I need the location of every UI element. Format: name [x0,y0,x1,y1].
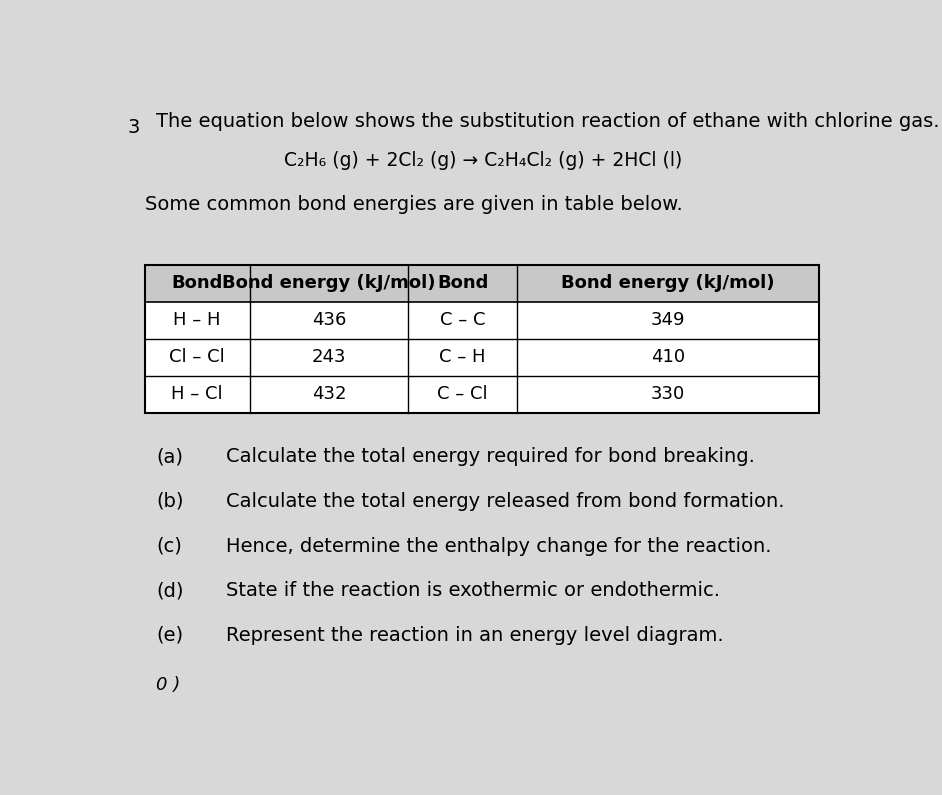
Text: C – Cl: C – Cl [437,385,488,403]
Text: Cl – Cl: Cl – Cl [170,348,225,366]
Text: 436: 436 [312,311,346,329]
Text: C – H: C – H [439,348,486,366]
Text: 432: 432 [312,385,347,403]
Text: 3: 3 [127,118,139,138]
Text: (d): (d) [156,581,184,600]
Text: 0 ): 0 ) [156,677,181,695]
Text: Bond: Bond [437,274,488,293]
Bar [409,265,820,413]
Text: 243: 243 [312,348,347,366]
Bar [145,265,820,302]
Text: (e): (e) [156,626,184,645]
Text: Bond: Bond [171,274,223,293]
Text: C₂H₆ (g) + 2Cl₂ (g) → C₂H₄Cl₂ (g) + 2HCl (l): C₂H₆ (g) + 2Cl₂ (g) → C₂H₄Cl₂ (g) + 2HCl… [284,151,682,170]
Text: H – Cl: H – Cl [171,385,223,403]
Bar [145,265,409,413]
Text: Calculate the total energy released from bond formation.: Calculate the total energy released from… [226,492,785,511]
Text: (b): (b) [156,492,184,511]
Text: C – C: C – C [440,311,485,329]
Text: 410: 410 [651,348,685,366]
Text: The equation below shows the substitution reaction of ethane with chlorine gas.: The equation below shows the substitutio… [156,112,940,131]
Text: (c): (c) [156,537,183,556]
Text: H – H: H – H [173,311,221,329]
Text: Represent the reaction in an energy level diagram.: Represent the reaction in an energy leve… [226,626,723,645]
Text: Calculate the total energy required for bond breaking.: Calculate the total energy required for … [226,448,755,467]
Text: State if the reaction is exothermic or endothermic.: State if the reaction is exothermic or e… [226,581,721,600]
Text: Some common bond energies are given in table below.: Some common bond energies are given in t… [145,196,683,215]
Text: 349: 349 [651,311,685,329]
Text: Bond energy (kJ/mol): Bond energy (kJ/mol) [561,274,774,293]
Text: (a): (a) [156,448,184,467]
Bar [145,265,820,413]
Text: Bond energy (kJ/mol): Bond energy (kJ/mol) [222,274,436,293]
Text: 330: 330 [651,385,685,403]
Text: Hence, determine the enthalpy change for the reaction.: Hence, determine the enthalpy change for… [226,537,771,556]
